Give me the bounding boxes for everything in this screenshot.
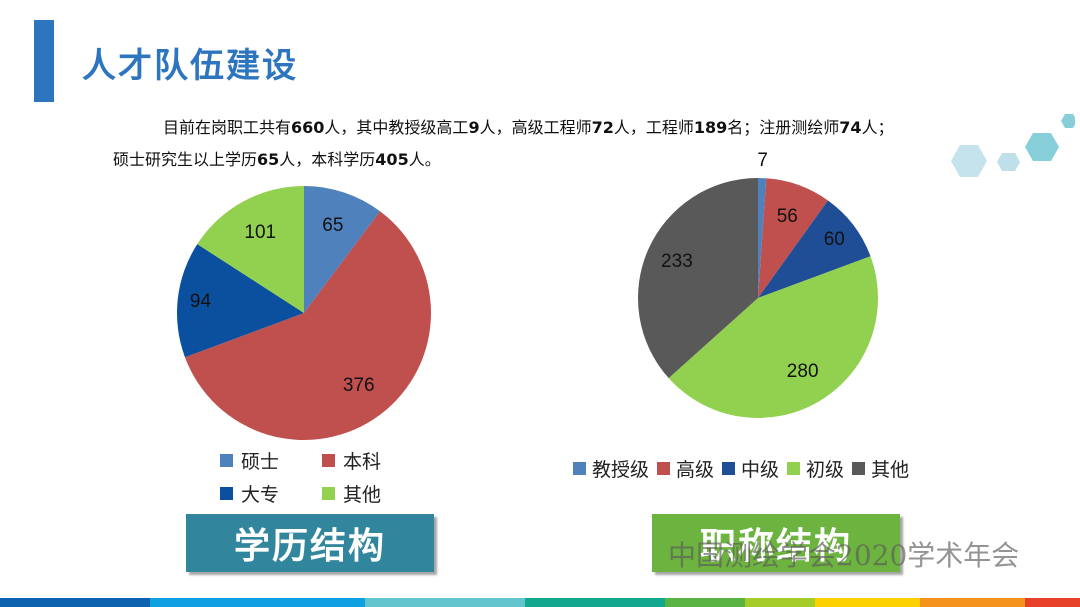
total-staff-count: 660 [291, 118, 325, 137]
intro-text: 硕士研究生以上学历 [113, 150, 258, 169]
intro-text: 目前在岗职工共有 [163, 118, 292, 137]
professor-engineer-count: 9 [468, 118, 480, 137]
pie-slice [176, 244, 304, 358]
pie-slice [668, 256, 879, 419]
pie-data-label: 233 [661, 250, 693, 272]
pie-slice [758, 200, 871, 298]
pie-data-label: 280 [786, 360, 819, 382]
legend-label: 大专 [241, 484, 280, 506]
pie-data-label: 65 [322, 215, 344, 237]
legend-swatch [787, 462, 801, 475]
intro-text: 人，工程师 [613, 118, 694, 137]
engineer-count: 189 [693, 118, 728, 137]
pie-data-label: 376 [342, 375, 375, 397]
title-accent-bar [34, 20, 54, 102]
title-legend: 教授级 高级 中级 初级 其他 [573, 455, 917, 482]
legend-label: 本科 [343, 451, 382, 473]
stripe-segment [365, 598, 525, 607]
senior-engineer-count: 72 [591, 118, 614, 137]
legend-label: 教授级 [592, 459, 650, 481]
legend-label: 初级 [806, 459, 845, 481]
pie-slice [304, 186, 381, 313]
legend-label: 其他 [343, 484, 382, 506]
stripe-segment [1025, 598, 1080, 607]
intro-text: 人，高级工程师 [479, 118, 592, 137]
legend-item-other: 其他 [322, 480, 381, 507]
intro-text: 人，其中教授级高工 [324, 118, 469, 137]
education-legend: 硕士 本科 大专 其他 [220, 447, 440, 507]
legend-item-intermediate: 中级 [722, 455, 779, 482]
pie-data-label: 56 [776, 205, 798, 227]
hexagon-decoration [951, 114, 1075, 177]
legend-swatch [322, 454, 335, 467]
stripe-segment [815, 598, 920, 607]
legend-item-masters: 硕士 [220, 447, 279, 474]
legend-swatch [220, 454, 233, 467]
legend-item-junior-college: 大专 [220, 480, 279, 507]
pie-data-label: 7 [757, 150, 769, 172]
legend-label: 其他 [871, 459, 910, 481]
pie-data-label: 101 [244, 221, 277, 243]
intro-text: 人，本科学历 [279, 150, 376, 169]
intro-text: 人； [861, 118, 894, 137]
stripe-segment [665, 598, 745, 607]
stripe-segment [525, 598, 665, 607]
pie-data-label: 94 [189, 290, 212, 312]
stripe-segment [150, 598, 365, 607]
intro-text: 人。 [408, 150, 441, 169]
legend-item-professor: 教授级 [573, 455, 649, 482]
legend-swatch [573, 462, 586, 475]
legend-item-bachelor: 本科 [322, 447, 381, 474]
legend-label: 中级 [741, 459, 780, 481]
pie-slice [758, 178, 767, 298]
legend-swatch [322, 487, 335, 500]
legend-swatch [722, 462, 736, 475]
intro-line-1: 目前在岗职工共有660人，其中教授级高工9人，高级工程师72人，工程师189名；… [113, 112, 983, 144]
intro-text: 名；注册测绘师 [727, 118, 840, 137]
registered-surveyor-count: 74 [839, 118, 862, 137]
pie-slice [758, 178, 828, 298]
page-title: 人才队伍建设 [82, 46, 298, 86]
legend-swatch [657, 462, 671, 475]
pie-data-label: 60 [823, 228, 845, 250]
pie-slice [637, 178, 758, 379]
masters-count: 65 [257, 150, 280, 169]
stripe-segment [0, 598, 150, 607]
title-structure-button[interactable]: 职称结构 [652, 514, 900, 572]
pie-slice [197, 186, 304, 313]
pie-slice [184, 211, 432, 441]
intro-line-2: 硕士研究生以上学历65人，本科学历405人。 [113, 144, 983, 176]
stripe-segment [920, 598, 1025, 607]
legend-item-other: 其他 [852, 455, 909, 482]
education-structure-button[interactable]: 学历结构 [186, 514, 434, 572]
legend-swatch [852, 462, 866, 475]
legend-label: 硕士 [241, 451, 280, 473]
intro-paragraph: 目前在岗职工共有660人，其中教授级高工9人，高级工程师72人，工程师189名；… [113, 112, 983, 176]
legend-swatch [220, 487, 233, 500]
bottom-color-stripe [0, 598, 1080, 607]
stripe-segment [745, 598, 815, 607]
legend-label: 高级 [676, 459, 715, 481]
legend-item-junior: 初级 [787, 455, 844, 482]
bachelor-count: 405 [375, 150, 409, 169]
conference-watermark: 中国测绘学会2020学术年会 [668, 539, 1020, 572]
legend-item-senior: 高级 [657, 455, 714, 482]
